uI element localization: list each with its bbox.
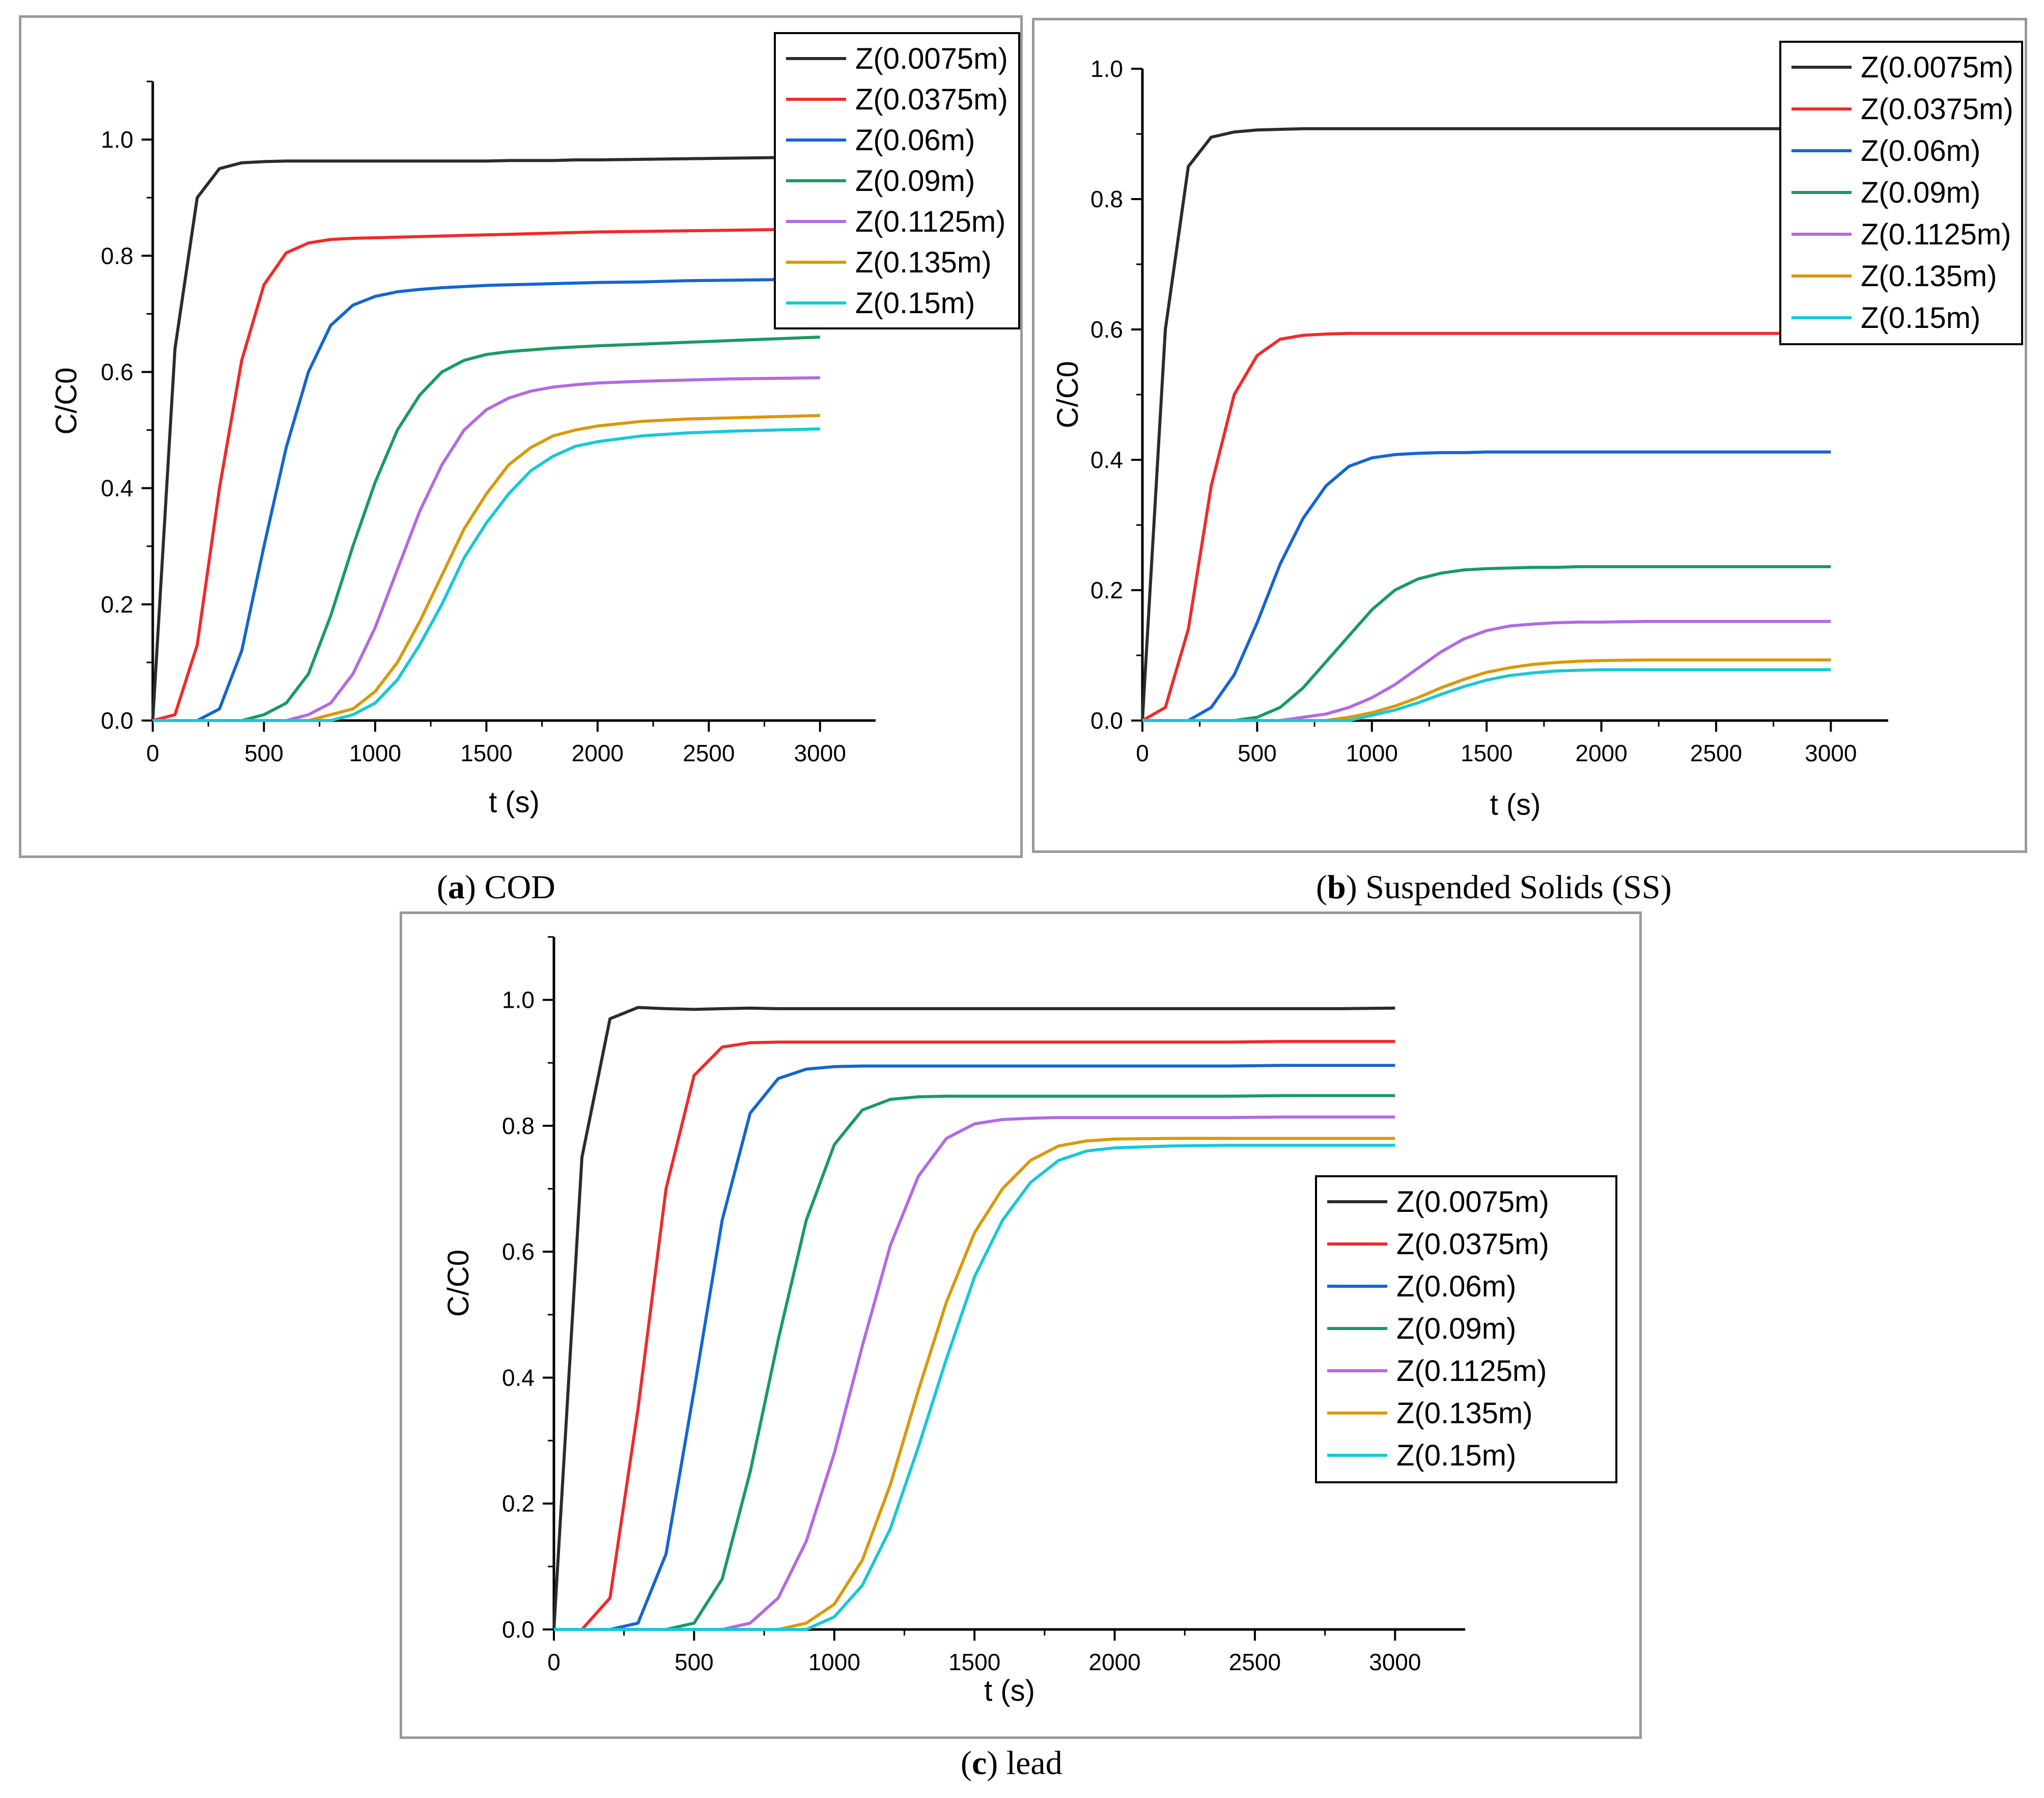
chart-b-legend-label: Z(0.09m) [1861,176,1980,209]
chart-b-legend-label: Z(0.1125m) [1861,218,2011,251]
chart-c-series-line-0 [552,1006,1395,1630]
chart-a-x-tick-label: 1000 [349,740,401,766]
chart-a-y-tick-label: 0.4 [101,475,133,502]
chart-a-x-tick-label: 0 [146,740,159,766]
chart-a-y-tick-label: 1.0 [101,126,133,153]
chart-a-series-line-6 [153,427,820,722]
chart-c-legend-label: Z(0.0375m) [1396,1228,1549,1261]
chart-a-legend-label: Z(0.09m) [855,164,975,198]
chart-a-x-tick-label: 3000 [794,740,846,766]
chart-a-x-tick-label: 1500 [460,740,512,766]
chart-b-y-tick-label: 1.0 [1090,56,1123,82]
chart-b-x-tick-label: 1500 [1461,740,1513,766]
chart-b-x-tick-label: 2500 [1690,740,1742,766]
chart-c-legend-label: Z(0.135m) [1396,1397,1533,1430]
chart-b-x-axis-label: t (s) [1490,788,1541,821]
chart-c-series-line-4 [554,1115,1395,1631]
chart-c-x-tick-label: 500 [675,1649,714,1675]
chart-a-x-tick-label: 2000 [572,740,624,766]
chart-a-x-tick-label: 2500 [683,740,735,766]
chart-c-legend-label: Z(0.1125m) [1396,1354,1547,1388]
chart-b-series-line-0 [1141,127,1831,721]
chart-a-y-tick-label: 0.8 [101,242,133,269]
chart-c-y-tick-label: 0.4 [502,1364,535,1391]
chart-a-series-line-2 [153,277,820,722]
chart-c-legend-label: Z(0.09m) [1396,1312,1516,1345]
chart-b-legend-label: Z(0.0375m) [1861,93,2013,126]
chart-c-series-line-6 [554,1144,1395,1631]
chart-a-series-line-3 [153,336,820,722]
chart-c-y-tick-label: 0.0 [502,1616,535,1643]
chart-c-legend: Z(0.0075m) Z(0.0375m) Z(0.06m) Z(0.09m) Z(0.… [1315,1175,1617,1483]
chart-a-series-line-0 [151,155,820,721]
chart-b-series-line-3 [1142,565,1831,722]
chart-c-x-tick-label: 2000 [1088,1649,1140,1675]
caption-b: (b) Suspended Solids (SS) [1316,869,1672,906]
chart-b-x-tick-label: 500 [1238,740,1277,766]
chart-a-series-line-4 [153,376,820,722]
chart-c-legend-label: Z(0.0075m) [1396,1185,1549,1219]
panel-a-cod: 0 500 1000 1500 2000 2500 3000 0.0 0.2 0.4 0.6 0.8 1… [19,15,1023,858]
chart-b-legend-label: Z(0.15m) [1861,301,1980,335]
chart-a-y-axis-label: C/C0 [50,367,83,434]
chart-c-x-tick-label: 0 [547,1649,561,1675]
panel-b-ss: 0 500 1000 1500 2000 2500 3000 0.0 0.2 0.4 0.6 0.8 1… [1032,18,2027,853]
chart-b-x-tick-label: 2000 [1575,740,1627,766]
chart-c-y-tick-label: 0.2 [502,1490,535,1517]
chart-a-series-line-1 [152,227,820,722]
caption-a: (a) COD [437,869,555,906]
chart-a-legend-label: Z(0.0375m) [855,83,1008,116]
chart-b-y-tick-label: 0.6 [1090,316,1123,343]
chart-c-y-tick-label: 0.6 [502,1238,535,1265]
chart-c-y-tick-label: 0.8 [502,1113,535,1139]
chart-b-y-tick-label: 0.8 [1090,186,1123,212]
chart-a-x-axis-label: t (s) [489,786,540,819]
chart-a-legend: Z(0.0075m) Z(0.0375m) Z(0.06m) Z(0.09m) Z(0.… [774,32,1020,329]
chart-b-x-tick-label: 0 [1136,740,1149,766]
chart-a-series-line-5 [153,414,820,722]
chart-b-x-tick-label: 1000 [1346,740,1398,766]
chart-c-x-axis-label: t (s) [984,1674,1035,1707]
chart-c-legend-label: Z(0.15m) [1396,1439,1516,1472]
chart-a-y-tick-label: 0.6 [101,358,133,385]
chart-c-svg: 0 500 1000 1500 2000 2500 3000 0.0 0.2 0.4 0.6 0.8 1… [442,936,1617,1707]
chart-b-legend-label: Z(0.0075m) [1861,51,2013,84]
chart-b-svg: 0 500 1000 1500 2000 2500 3000 0.0 0.2 0.4 0.6 0.8 1… [1051,41,2023,821]
chart-b-y-axis-label: C/C0 [1051,361,1084,428]
chart-b-y-tick-label: 0.0 [1090,707,1123,734]
chart-b-y-tick-label: 0.4 [1090,447,1123,473]
chart-b-series-line-6 [1142,668,1831,722]
chart-a-legend-label: Z(0.135m) [855,246,992,279]
chart-c-x-tick-label: 3000 [1369,1649,1421,1675]
chart-c-series-line-1 [554,1040,1395,1631]
chart-c-y-tick-label: 1.0 [502,987,535,1013]
caption-c: (c) lead [961,1745,1062,1782]
chart-b-series-line-2 [1142,450,1831,722]
chart-c-x-tick-label: 2500 [1229,1649,1281,1675]
chart-c-x-tick-label: 1000 [808,1649,860,1675]
chart-a-legend-label: Z(0.0075m) [855,42,1008,75]
chart-c-legend-label: Z(0.06m) [1396,1270,1516,1303]
chart-a-x-tick-label: 500 [244,740,284,766]
chart-c-x-tick-label: 1500 [948,1649,1000,1675]
chart-a-y-tick-label: 0.0 [101,707,133,734]
chart-c-series-line-2 [554,1064,1395,1631]
chart-c-series-line-5 [554,1137,1395,1631]
chart-b-y-tick-label: 0.2 [1090,577,1123,603]
chart-c-series-line-3 [554,1094,1395,1631]
chart-a-legend-label: Z(0.15m) [855,287,975,320]
chart-a-svg: 0 500 1000 1500 2000 2500 3000 0.0 0.2 0.4 0.6 0.8 1… [50,32,1020,819]
chart-b-legend: Z(0.0075m) Z(0.0375m) Z(0.06m) Z(0.09m) Z(0.… [1779,41,2023,345]
chart-b-legend-label: Z(0.06m) [1861,134,1980,168]
chart-b-series-line-1 [1141,331,1831,722]
chart-a-legend-label: Z(0.06m) [855,124,975,157]
chart-b-legend-label: Z(0.135m) [1861,260,1997,293]
chart-c-y-axis-label: C/C0 [442,1250,475,1317]
chart-b-x-tick-label: 3000 [1805,740,1857,766]
panel-c-lead: 0 500 1000 1500 2000 2500 3000 0.0 0.2 0.4 0.6 0.8 1… [400,911,1642,1739]
chart-a-y-tick-label: 0.2 [101,591,133,618]
chart-a-legend-label: Z(0.1125m) [855,205,1005,238]
